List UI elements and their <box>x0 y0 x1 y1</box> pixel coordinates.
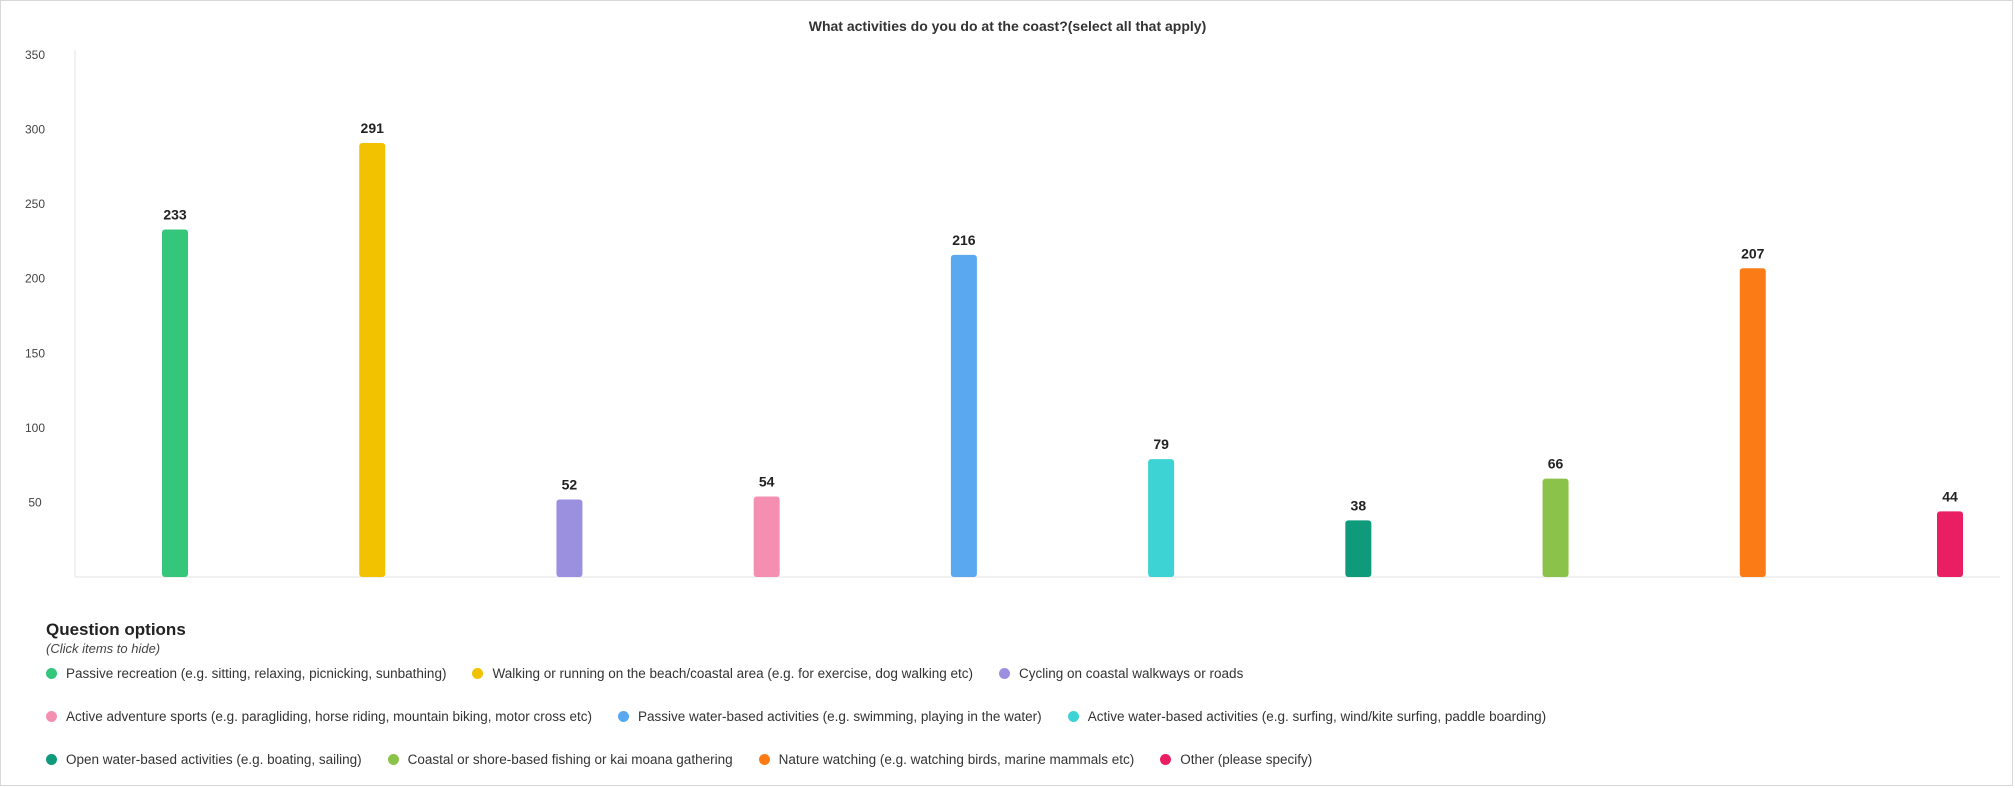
legend-items: Passive recreation (e.g. sitting, relaxi… <box>46 666 1916 767</box>
data-label: 291 <box>361 120 385 136</box>
legend-hint: (Click items to hide) <box>46 641 161 656</box>
legend-label: Walking or running on the beach/coastal … <box>492 666 973 681</box>
y-tick-label: 200 <box>25 272 45 286</box>
bar[interactable] <box>753 496 780 577</box>
bar[interactable] <box>1937 511 1963 577</box>
legend-swatch-icon <box>46 754 57 765</box>
bar[interactable] <box>1542 478 1569 577</box>
legend-item[interactable]: Active water-based activities (e.g. surf… <box>1067 709 1547 724</box>
legend-swatch-icon <box>46 711 57 722</box>
y-tick-label: 350 <box>25 48 45 62</box>
data-label: 216 <box>952 232 976 248</box>
legend-swatch-icon <box>46 668 57 679</box>
legend-swatch-icon <box>758 754 770 765</box>
legend-swatch-icon <box>472 668 484 679</box>
data-label: 233 <box>163 207 187 223</box>
legend-swatch-icon <box>998 668 1010 679</box>
data-label: 38 <box>1351 497 1367 513</box>
data-labels-layer: 233 291 52 54 216 79 38 66 207 44 <box>163 120 1958 513</box>
legend-label: Other (please specify) <box>1180 752 1313 767</box>
legend-item[interactable]: Cycling on coastal walkways or roads <box>998 666 1244 681</box>
axis-layer: 50 100 150 200 250 300 350 <box>25 48 2000 578</box>
bar[interactable] <box>162 229 188 577</box>
bar-chart: 50 100 150 200 250 300 350 233 291 52 54 216 79 38 66… <box>25 48 2000 578</box>
legend-label: Coastal or shore-based fishing or kai mo… <box>407 752 733 767</box>
legend-label: Active water-based activities (e.g. surf… <box>1087 709 1547 724</box>
y-tick-label: 250 <box>25 197 45 211</box>
legend-swatch-icon <box>618 711 630 722</box>
legend-swatch-icon <box>387 754 399 765</box>
legend-heading: Question options <box>46 620 186 639</box>
legend-item[interactable]: Open water-based activities (e.g. boatin… <box>46 752 362 767</box>
legend-swatch-icon <box>1160 754 1172 765</box>
bar[interactable] <box>950 254 977 577</box>
bar[interactable] <box>1739 268 1766 577</box>
data-label: 66 <box>1548 456 1564 472</box>
y-tick-label: 150 <box>25 346 45 360</box>
legend-label: Nature watching (e.g. watching birds, ma… <box>778 752 1135 767</box>
y-tick-label: 100 <box>25 421 45 435</box>
legend-item[interactable]: Passive water-based activities (e.g. swi… <box>618 709 1042 724</box>
bar[interactable] <box>556 499 583 577</box>
data-label: 79 <box>1153 436 1169 452</box>
legend-label: Passive water-based activities (e.g. swi… <box>638 709 1042 724</box>
legend-label: Open water-based activities (e.g. boatin… <box>66 752 362 767</box>
chart-title: What activities do you do at the coast?(… <box>808 18 1207 34</box>
data-label: 44 <box>1942 488 1958 504</box>
y-tick-label: 50 <box>28 495 42 509</box>
data-label: 52 <box>562 476 578 492</box>
legend-item[interactable]: Passive recreation (e.g. sitting, relaxi… <box>46 666 446 681</box>
bar[interactable] <box>1148 459 1175 577</box>
legend-swatch-icon <box>1067 711 1079 722</box>
bars-layer <box>162 143 1963 578</box>
legend-item[interactable]: Walking or running on the beach/coastal … <box>472 666 973 681</box>
bar[interactable] <box>1345 520 1372 577</box>
legend: Question options (Click items to hide) P… <box>46 620 1996 767</box>
legend-label: Passive recreation (e.g. sitting, relaxi… <box>66 666 447 681</box>
legend-item[interactable]: Nature watching (e.g. watching birds, ma… <box>758 752 1135 767</box>
data-label: 54 <box>759 473 775 489</box>
legend-item[interactable]: Active adventure sports (e.g. paraglidin… <box>46 709 592 724</box>
legend-label: Cycling on coastal walkways or roads <box>1018 666 1244 681</box>
legend-item[interactable]: Other (please specify) <box>1160 752 1312 767</box>
bar[interactable] <box>359 143 386 578</box>
data-label: 207 <box>1741 245 1765 261</box>
legend-label: Active adventure sports (e.g. paraglidin… <box>66 709 593 724</box>
y-tick-label: 300 <box>25 123 45 137</box>
legend-item[interactable]: Coastal or shore-based fishing or kai mo… <box>387 752 733 767</box>
